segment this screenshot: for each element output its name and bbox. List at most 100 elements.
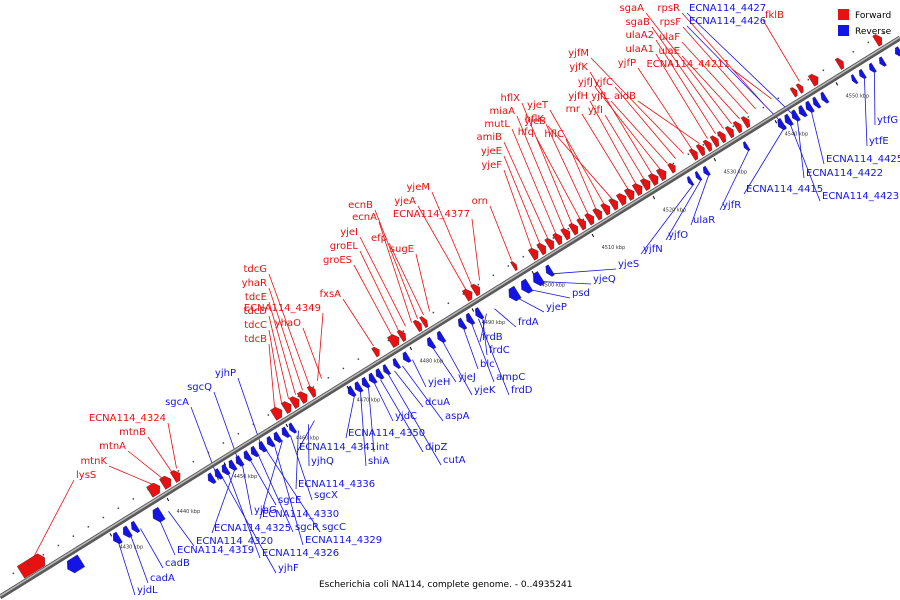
reverse-gene [402,351,412,363]
minor-tick [132,498,135,500]
gene-label: ECNA114_4329 [305,535,382,546]
gene-label: yjfO [668,230,688,241]
gene-label: yjeK [474,385,496,396]
forward-gene [536,242,547,256]
kbp-tick-label: 4470 kbp [357,397,381,403]
reverse-gene [895,46,900,57]
minor-tick [162,479,165,482]
minor-tick [882,32,885,34]
minor-tick [462,293,465,295]
minor-tick [177,470,180,472]
minor-tick [567,227,570,230]
gene-label: yjeP [546,302,567,313]
forward-gene [647,173,659,186]
gene-label: ECNA114_44211 [646,59,730,70]
gene-label: ECNA114_4426 [689,16,766,27]
kbp-tick-label: 4450 kbp [234,474,258,480]
reverse-gene [820,91,830,104]
minor-tick [507,265,510,267]
gene-label: tdcB [244,334,267,345]
minor-tick [387,339,390,342]
reverse-gene [392,357,402,369]
kbp-tick-label: 4460 kbp [296,435,320,441]
kbp-tick-label: 4520 kbp [663,207,687,213]
minor-tick [822,69,825,72]
legend-forward-label: Forward [855,11,891,21]
reverse-gene [687,175,695,186]
minor-tick [237,432,240,435]
forward-gene [807,73,819,87]
gene-label: yjeB [524,116,546,127]
gene-label: ECNA114_4326 [262,548,339,559]
gene-label: ulaF [659,32,680,43]
gene-label: ECNA114_4422 [806,168,883,179]
gene-label: yjhG [254,505,277,516]
minor-tick [447,302,450,305]
gene-label: sgcA [165,397,189,408]
forward-gene [688,148,699,161]
gene-label: dcuA [425,397,450,408]
forward-gene [461,288,473,302]
gene-label: mutL [484,119,510,130]
minor-tick [627,190,630,193]
minor-tick [42,554,45,556]
gene-label: ECNA114_4319 [177,545,254,556]
forward-gene [576,218,587,231]
backbone-highlight [0,36,900,597]
gene-label: yjfC [594,77,613,88]
minor-tick [852,50,855,53]
reverse-gene [214,468,224,480]
reverse-gene [743,141,751,152]
forward-gene [288,396,300,409]
minor-tick [192,460,195,463]
minor-tick [552,237,555,239]
kbp-tick-label: 4550 kbp [846,94,870,100]
minor-tick [762,106,765,109]
kbp-tick-mark [166,497,170,502]
minor-tick [222,442,225,444]
gene-label: ECNA114_4324 [89,413,166,424]
forward-gene [568,222,579,236]
legend-reverse-swatch [838,25,849,36]
reverse-gene [805,100,815,113]
forward-gene [280,401,292,414]
forward-gene [419,316,429,329]
minor-tick [72,535,75,537]
minor-tick [612,200,615,202]
gene-label: sgcQ [187,382,212,393]
gene-label: ecnA [352,212,377,223]
gene-label: fklB [765,10,784,21]
reverse-gene [382,364,392,376]
gene-label: yjeA [394,196,416,207]
reverse-gene [228,459,238,471]
gene-label: ytfG [877,115,898,126]
minor-tick [492,274,495,277]
forward-gene [387,334,400,349]
minor-tick [252,423,255,426]
forward-gene [169,470,181,483]
reverse-gene [437,330,447,343]
gene-label: cadA [150,573,175,584]
forward-gene [552,232,563,246]
gene-label: mtnK [80,456,107,467]
minor-tick [297,395,300,398]
forward-gene [527,247,539,261]
minor-tick [342,367,345,370]
reverse-gene [869,62,877,73]
forward-gene [396,329,407,342]
forward-gene [702,139,713,152]
gene-label: blc [480,359,495,370]
forward-gene [789,87,798,98]
forward-gene [716,131,727,144]
forward-gene [159,475,172,490]
reverse-gene [354,381,364,393]
gene-label: yjeE [481,146,502,157]
reverse-gene [545,264,555,277]
gene-label: yjhQ [311,456,334,467]
gene-label: amiB [476,132,502,143]
gene-label: yjeF [481,160,502,171]
forward-gene [16,553,46,579]
gene-label: ECNA114_4377 [393,209,470,220]
gene-label: yjeH [428,377,450,388]
